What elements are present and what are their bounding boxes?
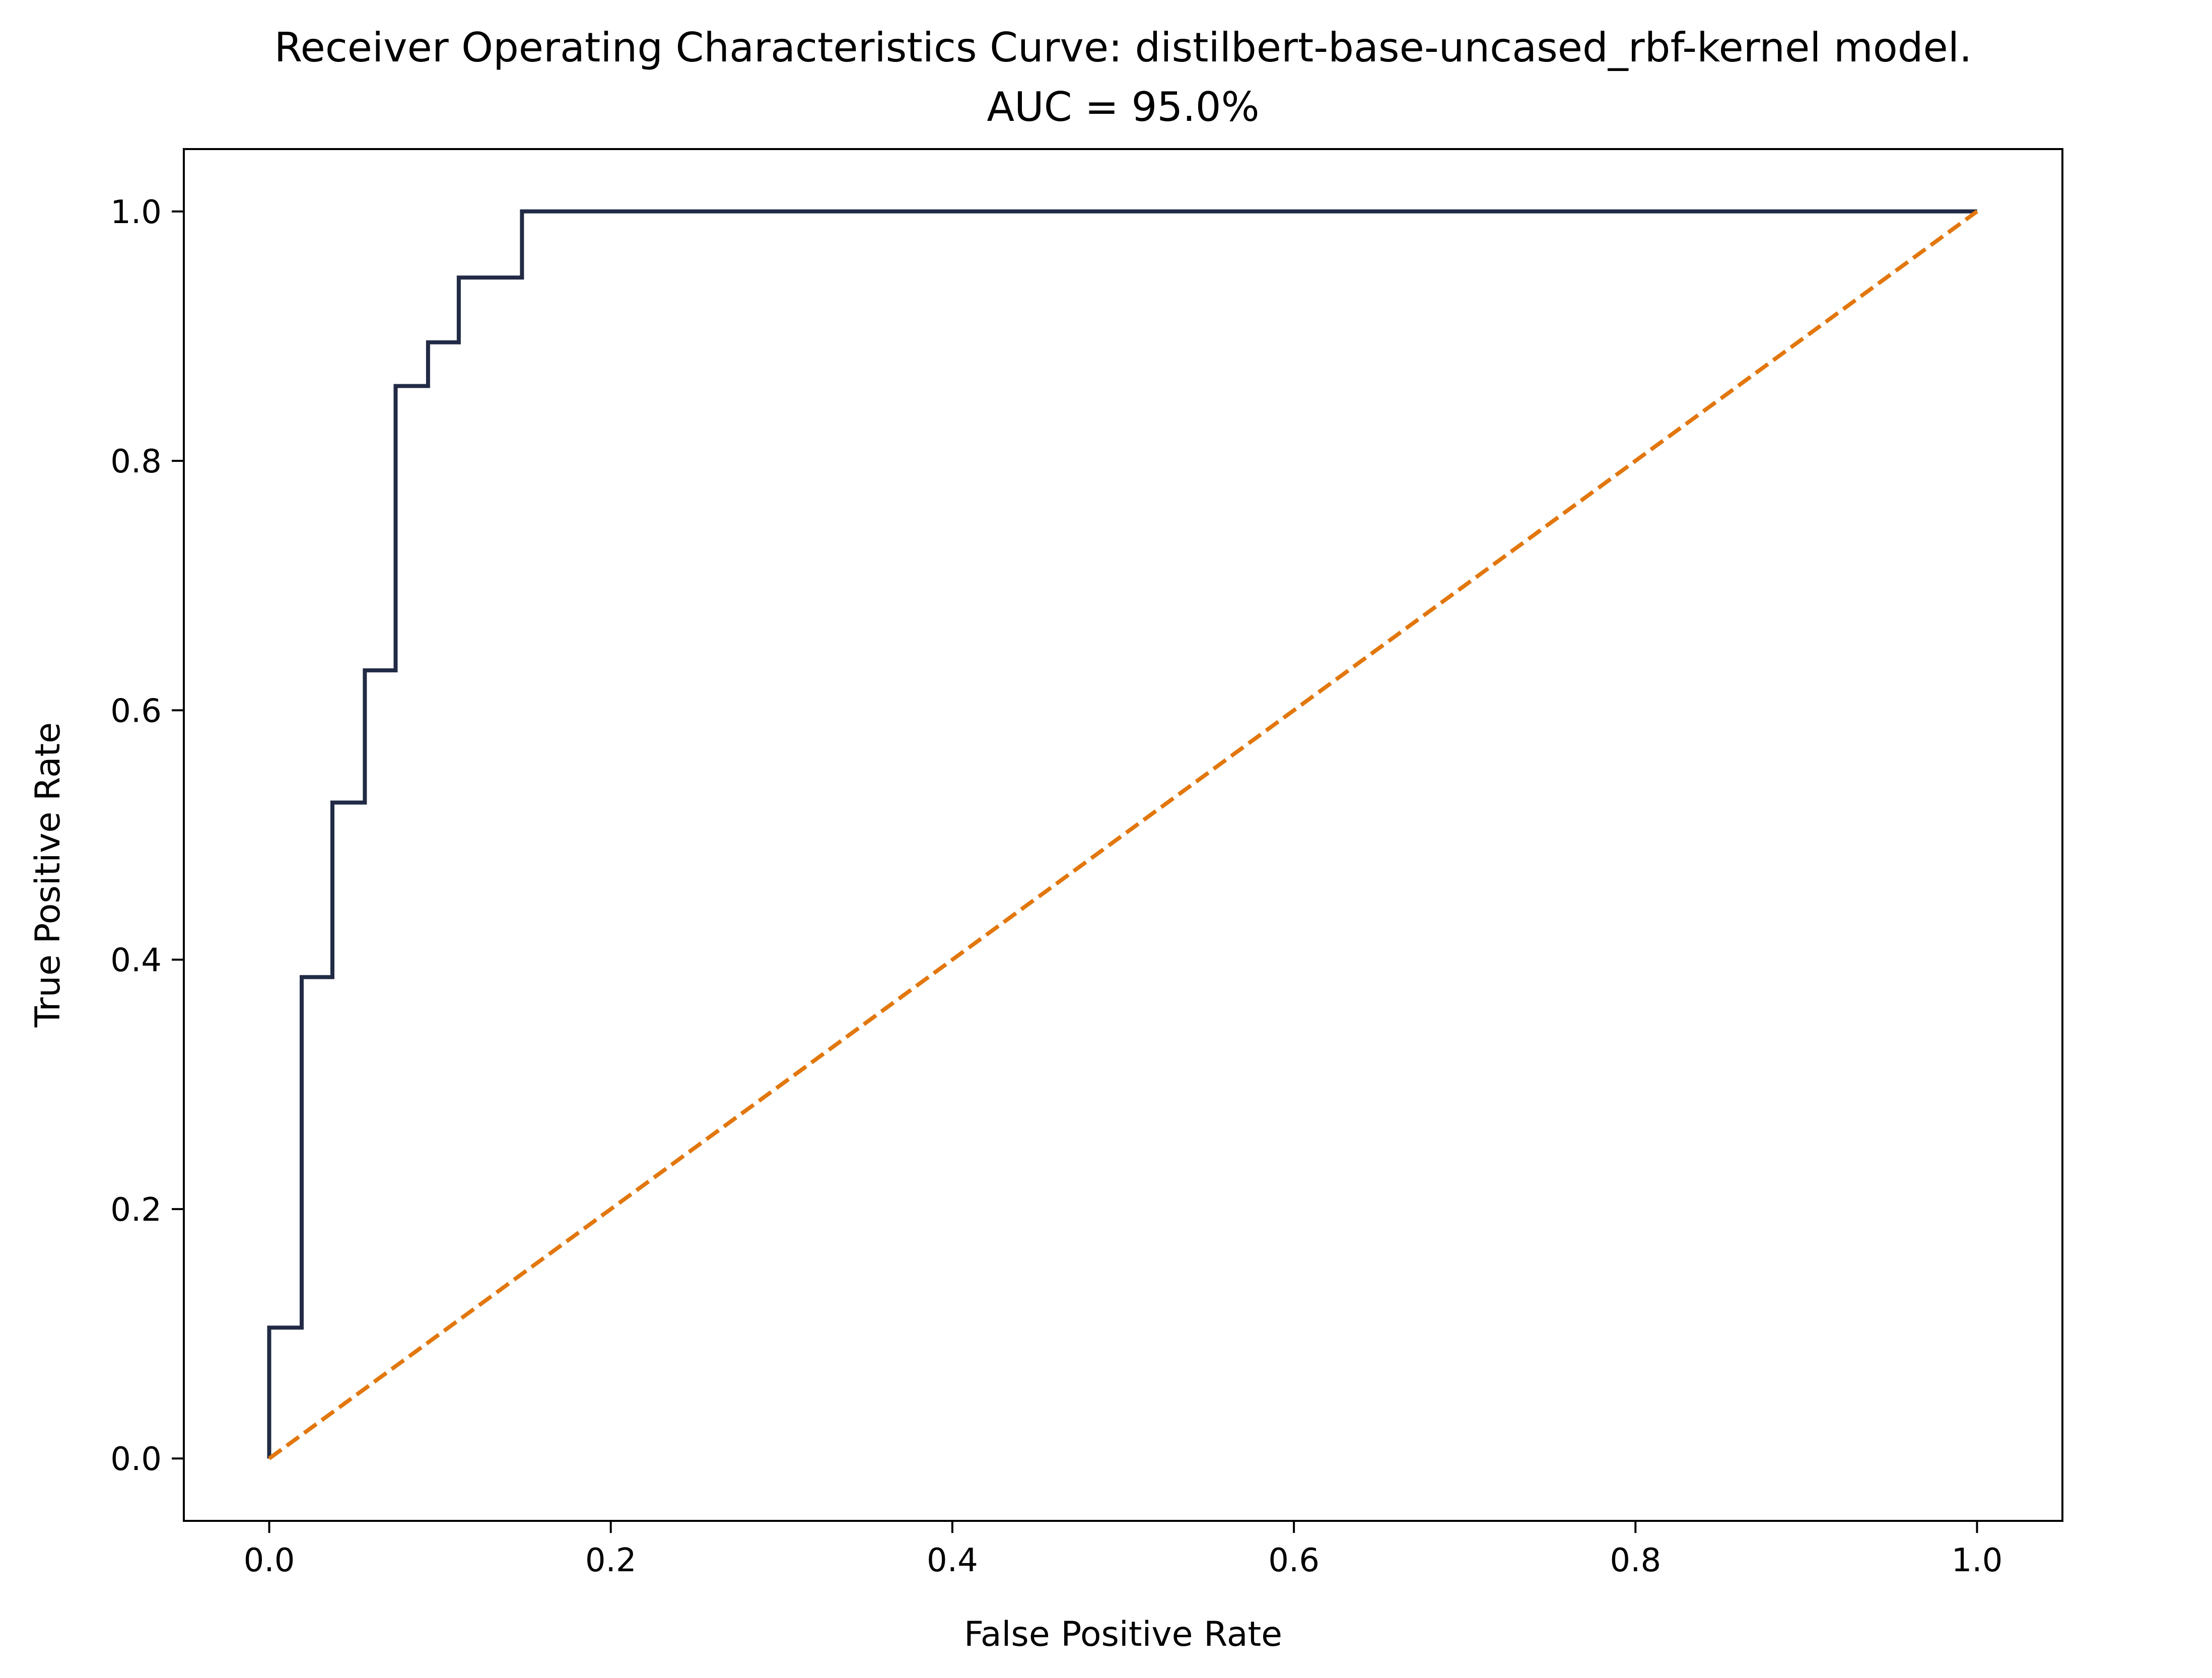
y-tick-label: 1.0 [110,194,162,231]
x-tick-label: 0.4 [927,1542,978,1579]
x-tick-label: 0.6 [1268,1542,1320,1579]
chance-diagonal-line [268,209,1978,1460]
y-tick-label: 0.6 [110,692,162,730]
x-tick-label: 0.2 [585,1542,637,1579]
y-tick-label: 0.4 [110,942,162,980]
y-tick-label: 0.2 [110,1192,162,1229]
y-axis-label: True Positive Rate [28,722,68,1028]
x-axis-label: False Positive Rate [964,1615,1282,1654]
chart-subtitle: AUC = 95.0% [987,84,1259,130]
x-tick-label: 1.0 [1952,1542,2003,1579]
x-tick-label: 0.8 [1610,1542,1661,1579]
y-tick-label: 0.0 [110,1441,162,1478]
chart-title: Receiver Operating Characteristics Curve… [274,24,1972,71]
y-tick-label: 0.8 [110,443,162,480]
x-tick-label: 0.0 [244,1542,295,1579]
plot-area: 0.0 0.2 0.4 0.6 0.8 1.0 0.0 0.2 0.4 0.6 0.8 1.0 [110,148,2063,1579]
roc-curve-line [267,209,1977,1459]
axes-frame [183,148,2063,1522]
